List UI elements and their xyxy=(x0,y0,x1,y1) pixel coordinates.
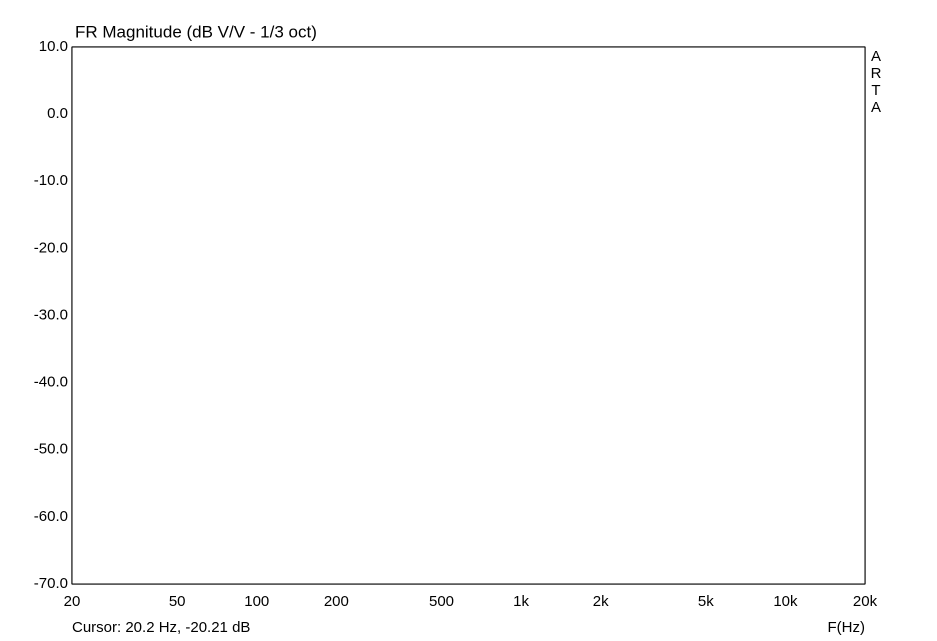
x-tick-label: 5k xyxy=(698,593,714,610)
y-tick-label: -30.0 xyxy=(34,306,68,323)
cursor-readout: Cursor: 20.2 Hz, -20.21 dB xyxy=(72,619,250,636)
y-tick-label: 10.0 xyxy=(39,38,68,55)
x-axis-label: F(Hz) xyxy=(828,619,866,636)
x-tick-label: 10k xyxy=(773,593,798,610)
x-tick-label: 100 xyxy=(244,593,269,610)
y-tick-label: -10.0 xyxy=(34,172,68,189)
x-tick-label: 2k xyxy=(593,593,609,610)
y-tick-label: -40.0 xyxy=(34,374,68,391)
y-tick-label: -50.0 xyxy=(34,441,68,458)
x-tick-label: 20k xyxy=(853,593,878,610)
x-tick-label: 20 xyxy=(64,593,81,610)
x-tick-label: 200 xyxy=(324,593,349,610)
y-tick-label: -70.0 xyxy=(34,575,68,592)
plot-frame xyxy=(71,46,866,585)
y-tick-label: -60.0 xyxy=(34,508,68,525)
y-tick-label: 0.0 xyxy=(47,105,68,122)
chart-title: FR Magnitude (dB V/V - 1/3 oct) xyxy=(75,22,317,41)
y-tick-label: -20.0 xyxy=(34,239,68,256)
x-tick-label: 50 xyxy=(169,593,186,610)
x-tick-label: 500 xyxy=(429,593,454,610)
x-tick-label: 1k xyxy=(513,593,529,610)
